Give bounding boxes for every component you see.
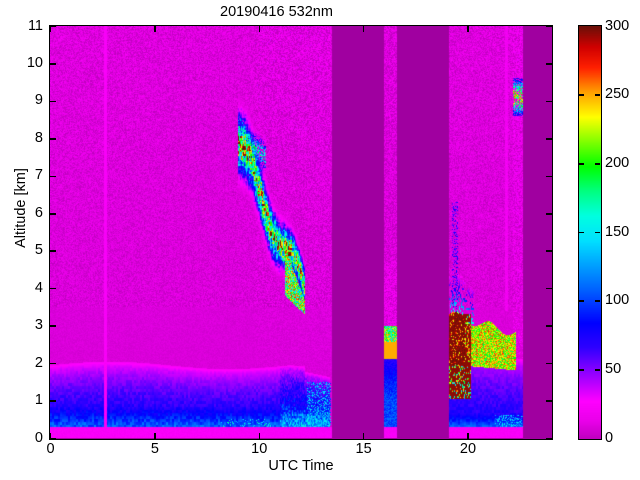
colorbar-tick-label: 50 — [605, 360, 622, 377]
y-tick-mark — [546, 175, 552, 178]
colorbar-tick-mark — [579, 94, 584, 96]
y-tick-mark — [50, 250, 56, 252]
y-tick-mark — [50, 437, 56, 440]
colorbar-tick-mark — [579, 300, 584, 302]
colorbar-tick-label: 100 — [605, 292, 630, 309]
x-tick-mark — [49, 433, 52, 439]
x-tick-mark — [467, 26, 469, 32]
y-tick-label: 2 — [34, 354, 43, 371]
x-tick-mark — [154, 433, 156, 439]
y-tick-label: 0 — [34, 429, 43, 446]
colorbar-tick-label: 200 — [605, 154, 630, 171]
y-tick-label: 10 — [26, 54, 43, 71]
x-tick-mark — [258, 433, 260, 439]
y-tick-mark — [50, 63, 56, 65]
colorbar-tick-mark — [579, 369, 584, 371]
x-tick-label: 5 — [150, 441, 159, 457]
y-tick-label: 9 — [34, 92, 43, 109]
colorbar-tick-mark — [595, 300, 600, 302]
y-tick-mark — [50, 175, 56, 178]
y-tick-mark — [546, 25, 552, 28]
y-tick-mark — [546, 362, 552, 365]
colorbar — [578, 25, 602, 440]
x-tick-mark — [258, 26, 260, 32]
y-tick-mark — [546, 138, 552, 140]
page-title: 20190416 532nm — [220, 4, 333, 20]
y-tick-mark — [50, 325, 56, 327]
x-tick-label: 20 — [459, 441, 477, 457]
y-tick-mark — [546, 250, 552, 252]
x-axis-label: UTC Time — [268, 458, 334, 474]
y-tick-mark — [50, 100, 56, 103]
y-tick-mark — [546, 437, 552, 440]
y-tick-label: 7 — [34, 167, 43, 184]
colorbar-tick-mark — [595, 94, 600, 96]
y-tick-mark — [50, 138, 56, 140]
colorbar-tick-mark — [595, 163, 600, 165]
y-tick-mark — [50, 400, 56, 402]
y-tick-mark — [546, 287, 552, 290]
heatmap-plot-area — [49, 25, 553, 440]
y-tick-mark — [546, 325, 552, 327]
x-tick-mark — [467, 433, 469, 439]
colorbar-tick-mark — [595, 369, 600, 371]
y-tick-label: 11 — [27, 17, 43, 34]
x-tick-mark — [49, 26, 52, 32]
y-tick-label: 1 — [34, 392, 43, 409]
colorbar-tick-mark — [595, 231, 600, 234]
y-tick-mark — [50, 287, 56, 290]
x-tick-mark — [362, 26, 365, 32]
y-tick-mark — [50, 362, 56, 365]
colorbar-tick-mark — [579, 231, 584, 234]
colorbar-tick-mark — [579, 163, 584, 165]
colorbar-tick-label: 300 — [605, 17, 630, 34]
y-tick-mark — [546, 63, 552, 65]
y-tick-label: 5 — [34, 242, 43, 259]
x-tick-label: 0 — [46, 441, 55, 457]
x-tick-label: 15 — [355, 441, 372, 457]
x-tick-mark — [154, 26, 156, 32]
colorbar-tick-label: 0 — [605, 429, 614, 446]
y-tick-label: 6 — [34, 204, 43, 221]
x-tick-mark — [362, 433, 365, 439]
x-tick-label: 10 — [251, 441, 268, 457]
y-tick-label: 8 — [34, 129, 43, 146]
y-tick-mark — [546, 400, 552, 402]
y-tick-mark — [546, 100, 552, 103]
y-tick-label: 4 — [34, 279, 43, 296]
y-tick-mark — [546, 213, 552, 215]
y-tick-mark — [50, 213, 56, 215]
colorbar-tick-label: 250 — [605, 86, 630, 103]
y-tick-label: 3 — [34, 317, 43, 334]
heatmap-image — [50, 26, 551, 438]
colorbar-gradient — [579, 26, 601, 439]
y-tick-mark — [50, 25, 56, 28]
colorbar-tick-label: 150 — [605, 223, 630, 240]
